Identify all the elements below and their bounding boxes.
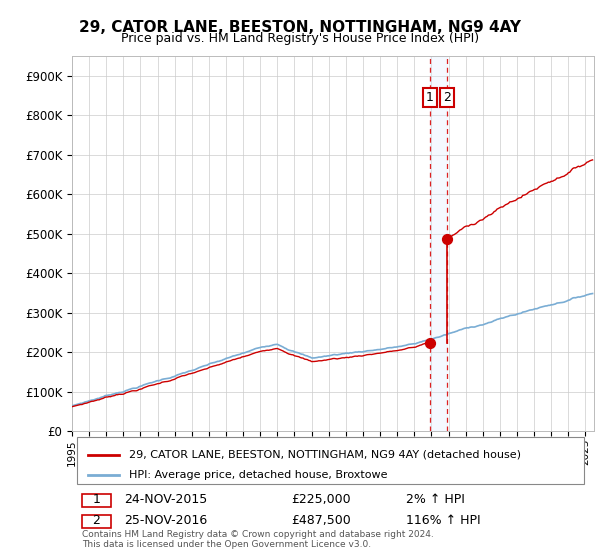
Point (442, 234, 452, 243)
FancyBboxPatch shape (77, 437, 584, 484)
Text: 24-NOV-2015: 24-NOV-2015 (124, 493, 208, 506)
Text: 2: 2 (443, 91, 451, 104)
Text: 2% ↑ HPI: 2% ↑ HPI (406, 493, 465, 506)
Text: HPI: Average price, detached house, Broxtowe: HPI: Average price, detached house, Brox… (130, 470, 388, 480)
Text: £225,000: £225,000 (291, 493, 351, 506)
Text: 1: 1 (426, 91, 434, 104)
FancyBboxPatch shape (82, 515, 111, 528)
Text: 2: 2 (92, 514, 100, 527)
FancyBboxPatch shape (82, 494, 111, 507)
Text: 25-NOV-2016: 25-NOV-2016 (124, 514, 208, 527)
Text: 29, CATOR LANE, BEESTON, NOTTINGHAM, NG9 4AY (detached house): 29, CATOR LANE, BEESTON, NOTTINGHAM, NG9… (130, 450, 521, 460)
Text: 29, CATOR LANE, BEESTON, NOTTINGHAM, NG9 4AY: 29, CATOR LANE, BEESTON, NOTTINGHAM, NG9… (79, 20, 521, 35)
Point (425, 338, 435, 347)
Text: Price paid vs. HM Land Registry's House Price Index (HPI): Price paid vs. HM Land Registry's House … (121, 32, 479, 45)
Text: Contains HM Land Registry data © Crown copyright and database right 2024.
This d: Contains HM Land Registry data © Crown c… (82, 530, 434, 549)
Bar (430, 56, 447, 431)
Text: 116% ↑ HPI: 116% ↑ HPI (406, 514, 481, 527)
Text: 1: 1 (92, 493, 100, 506)
Text: £487,500: £487,500 (291, 514, 351, 527)
